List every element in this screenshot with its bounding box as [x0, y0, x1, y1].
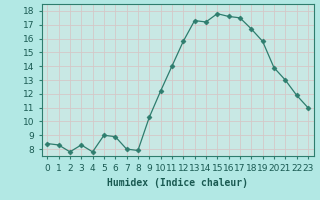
X-axis label: Humidex (Indice chaleur): Humidex (Indice chaleur): [107, 178, 248, 188]
